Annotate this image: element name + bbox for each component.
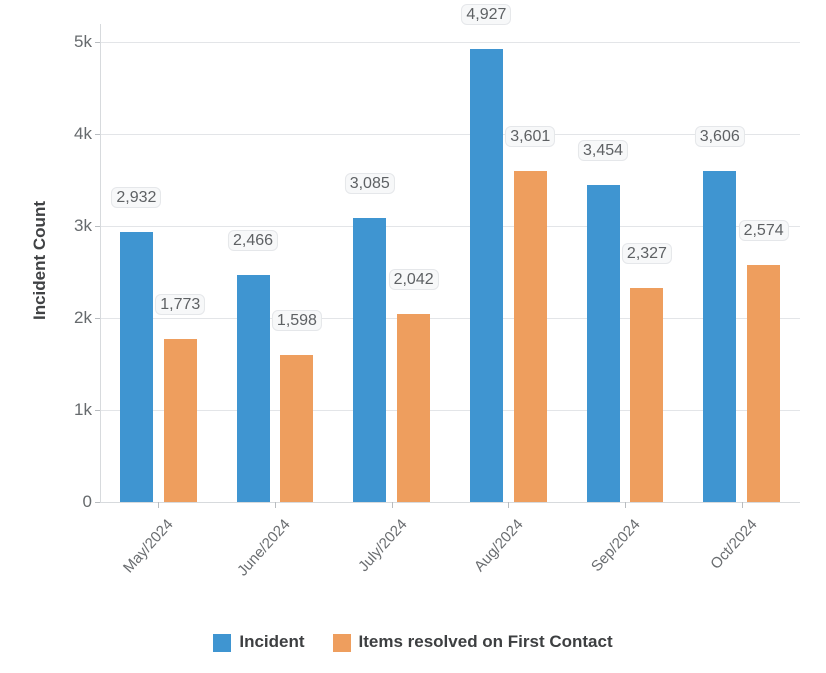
legend: Incident Items resolved on First Contact — [0, 632, 826, 652]
bar-items-resolved-on-first-contact — [164, 339, 197, 502]
bar-incident — [470, 49, 503, 502]
plot-area: 2,9321,7732,4661,5983,0852,0424,9273,601… — [100, 24, 800, 502]
bar-incident — [237, 275, 270, 502]
x-axis-line — [100, 502, 800, 503]
y-axis-label: Incident Count — [30, 201, 50, 320]
bar-value-label: 2,327 — [622, 243, 672, 264]
legend-item: Items resolved on First Contact — [333, 632, 613, 652]
bar-value-label: 2,574 — [739, 220, 789, 241]
y-tick-label: 4k — [52, 124, 92, 144]
y-tick-label: 3k — [52, 216, 92, 236]
gridline — [100, 410, 800, 411]
bar-items-resolved-on-first-contact — [630, 288, 663, 502]
bar-items-resolved-on-first-contact — [280, 355, 313, 502]
legend-item: Incident — [213, 632, 304, 652]
x-tick-mark — [508, 502, 509, 508]
bar-value-label: 3,454 — [578, 140, 628, 161]
bar-incident — [120, 232, 153, 502]
legend-label: Items resolved on First Contact — [359, 632, 613, 651]
bar-value-label: 1,773 — [155, 294, 205, 315]
bar-incident — [353, 218, 386, 502]
y-axis-line — [100, 24, 101, 502]
y-tick-label: 0 — [52, 492, 92, 512]
gridline — [100, 318, 800, 319]
bar-value-label: 2,932 — [111, 187, 161, 208]
gridline — [100, 226, 800, 227]
x-tick-mark — [625, 502, 626, 508]
bar-incident — [703, 171, 736, 502]
x-tick-label: July/2024 — [355, 516, 411, 575]
legend-label: Incident — [239, 632, 304, 651]
x-tick-label: Sep/2024 — [588, 516, 644, 575]
bar-items-resolved-on-first-contact — [514, 171, 547, 502]
bar-value-label: 3,601 — [505, 126, 555, 147]
bar-incident — [587, 185, 620, 503]
legend-swatch — [333, 634, 351, 652]
legend-swatch — [213, 634, 231, 652]
bar-value-label: 3,085 — [345, 173, 395, 194]
bar-items-resolved-on-first-contact — [397, 314, 430, 502]
bar-value-label: 4,927 — [461, 4, 511, 25]
x-tick-mark — [275, 502, 276, 508]
y-tick-label: 5k — [52, 32, 92, 52]
bar-value-label: 2,466 — [228, 230, 278, 251]
bar-value-label: 3,606 — [695, 126, 745, 147]
x-tick-mark — [392, 502, 393, 508]
incident-bar-chart: 2,932 1,773 2,466 1,598 3,085 2,042 4,927 3,601… — [0, 0, 826, 673]
bar-value-label: 2,042 — [389, 269, 439, 290]
x-tick-label: May/2024 — [120, 516, 177, 576]
bar-items-resolved-on-first-contact — [747, 265, 780, 502]
bar-value-label: 1,598 — [272, 310, 322, 331]
gridline — [100, 42, 800, 43]
x-tick-label: Aug/2024 — [471, 516, 527, 575]
x-tick-label: June/2024 — [234, 516, 294, 579]
x-tick-mark — [158, 502, 159, 508]
x-tick-mark — [742, 502, 743, 508]
y-tick-label: 1k — [52, 400, 92, 420]
y-tick-label: 2k — [52, 308, 92, 328]
x-tick-label: Oct/2024 — [707, 516, 760, 573]
